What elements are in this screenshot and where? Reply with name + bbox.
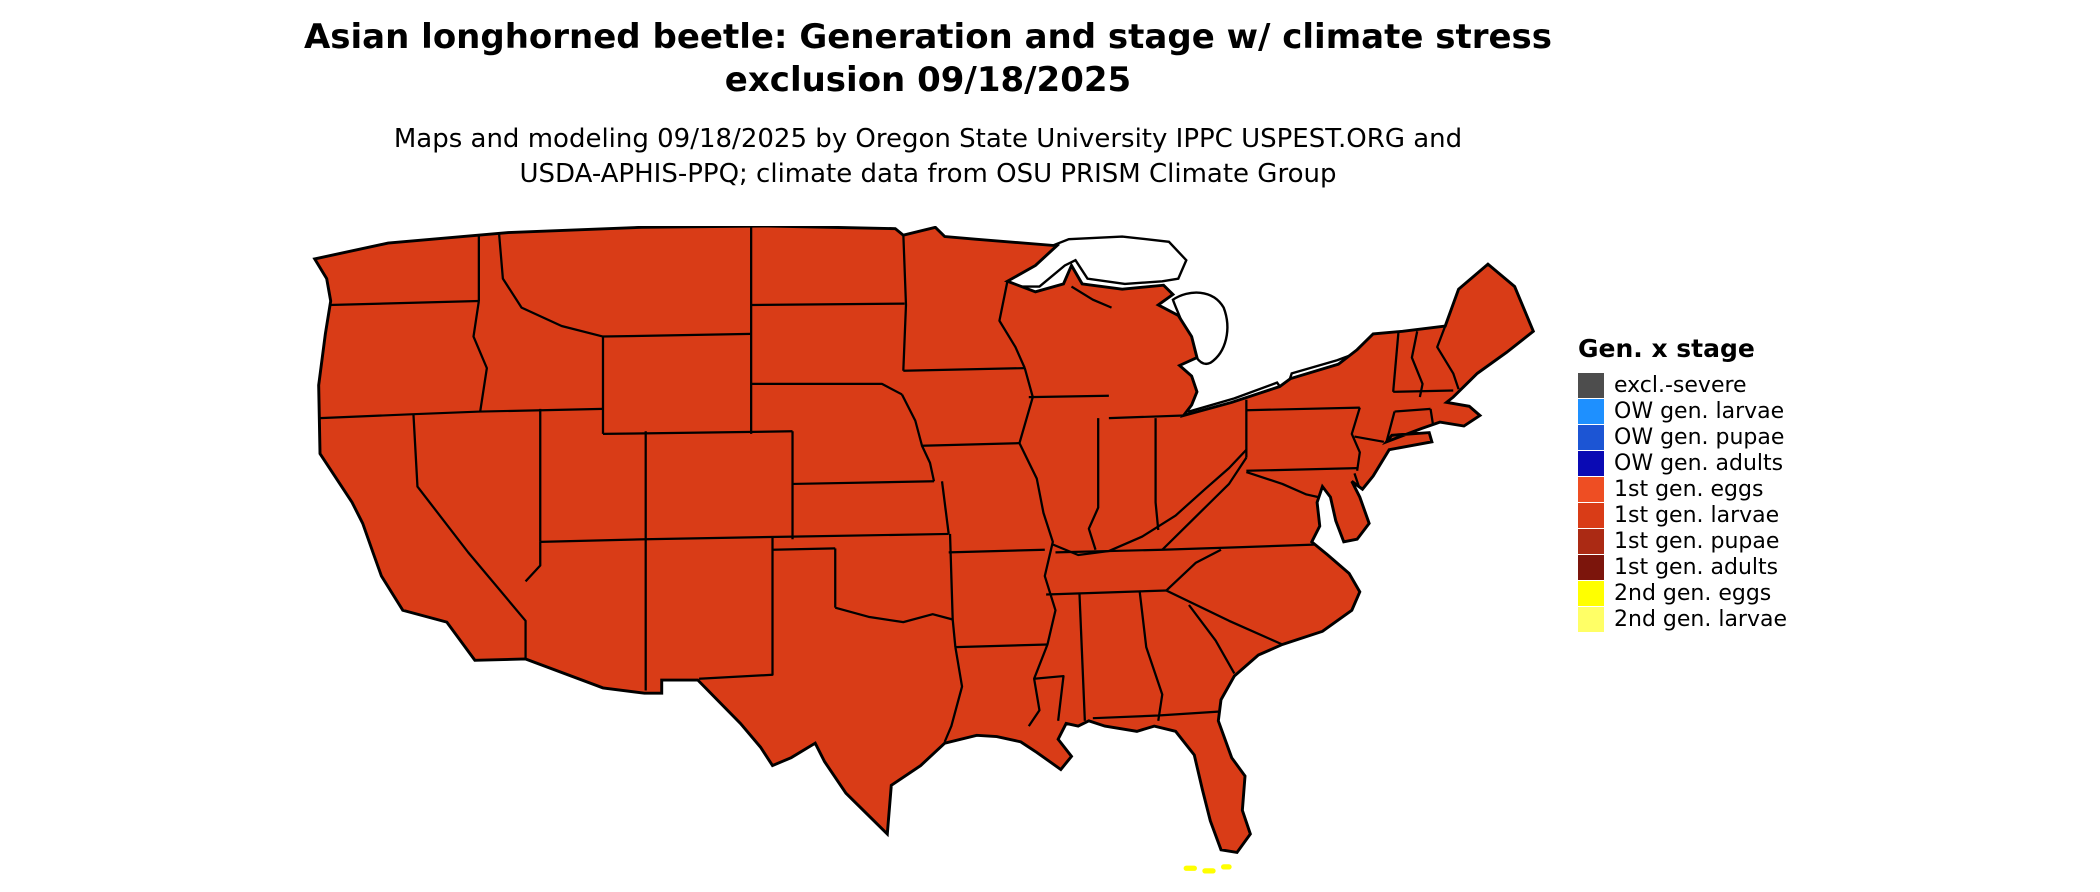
page-title: Asian longhorned beetle: Generation and … <box>0 16 1856 102</box>
legend-swatch <box>1578 451 1604 476</box>
legend-swatch <box>1578 581 1604 606</box>
legend-label: OW gen. pupae <box>1614 425 1785 450</box>
legend: Gen. x stage excl.-severe OW gen. larvae… <box>1578 334 1787 633</box>
florida-keys <box>1183 864 1232 874</box>
first-gen-adults-region <box>850 791 1248 843</box>
legend-label: 2nd gen. eggs <box>1614 581 1772 606</box>
legend-item: OW gen. adults <box>1578 451 1787 476</box>
legend-title: Gen. x stage <box>1578 334 1755 363</box>
legend-swatch <box>1578 399 1604 424</box>
second-gen-eggs-region <box>875 818 1243 853</box>
subtitle-line-2: USDA-APHIS-PPQ; climate data from OSU PR… <box>519 159 1337 189</box>
second-gen-larvae-region <box>877 831 1239 852</box>
legend-label: OW gen. adults <box>1614 451 1784 476</box>
legend-label: 1st gen. pupae <box>1614 529 1780 554</box>
legend-label: 2nd gen. larvae <box>1614 607 1788 632</box>
legend-swatch <box>1578 477 1604 502</box>
legend-item: OW gen. pupae <box>1578 425 1787 450</box>
us-phenology-map <box>308 226 1536 884</box>
national-border <box>313 226 1535 854</box>
legend-item: 1st gen. pupae <box>1578 529 1787 554</box>
subtitle-line-1: Maps and modeling 09/18/2025 by Oregon S… <box>393 124 1463 154</box>
legend-item: OW gen. larvae <box>1578 399 1787 424</box>
legend-item: 1st gen. eggs <box>1578 477 1787 502</box>
legend-item: excl.-severe <box>1578 373 1787 398</box>
legend-item: 2nd gen. larvae <box>1578 607 1787 632</box>
title-line-2: exclusion 09/18/2025 <box>724 60 1132 100</box>
legend-swatch <box>1578 607 1604 632</box>
legend-label: 1st gen. larvae <box>1614 503 1780 528</box>
us-map <box>313 226 1535 874</box>
legend-label: OW gen. larvae <box>1614 399 1785 424</box>
legend-items: excl.-severe OW gen. larvae OW gen. pupa… <box>1578 373 1787 632</box>
legend-swatch <box>1578 503 1604 528</box>
legend-swatch <box>1578 529 1604 554</box>
legend-swatch <box>1578 373 1604 398</box>
legend-item: 1st gen. adults <box>1578 555 1787 580</box>
legend-swatch <box>1578 425 1604 450</box>
legend-label: 1st gen. eggs <box>1614 477 1764 502</box>
legend-label: excl.-severe <box>1614 373 1747 398</box>
legend-label: 1st gen. adults <box>1614 555 1779 580</box>
legend-item: 1st gen. larvae <box>1578 503 1787 528</box>
legend-swatch <box>1578 555 1604 580</box>
state-borders <box>319 227 1460 743</box>
title-line-1: Asian longhorned beetle: Generation and … <box>303 17 1553 57</box>
page-subtitle: Maps and modeling 09/18/2025 by Oregon S… <box>0 122 1856 192</box>
legend-item: 2nd gen. eggs <box>1578 581 1787 606</box>
